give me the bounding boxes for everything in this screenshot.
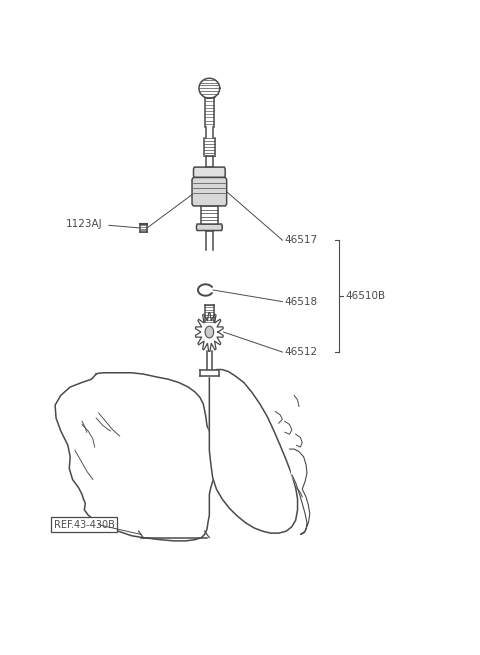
Polygon shape bbox=[193, 167, 225, 178]
Text: 46517: 46517 bbox=[285, 235, 318, 245]
Polygon shape bbox=[200, 369, 219, 376]
Polygon shape bbox=[195, 312, 223, 351]
Polygon shape bbox=[209, 369, 298, 533]
Polygon shape bbox=[192, 178, 227, 206]
Polygon shape bbox=[55, 373, 219, 541]
Polygon shape bbox=[289, 449, 310, 534]
Polygon shape bbox=[199, 79, 220, 98]
Text: 46510B: 46510B bbox=[345, 291, 385, 301]
Text: 46512: 46512 bbox=[285, 347, 318, 357]
Text: 46518: 46518 bbox=[285, 297, 318, 307]
Text: REF.43-430B: REF.43-430B bbox=[54, 519, 115, 530]
Polygon shape bbox=[196, 224, 222, 231]
Polygon shape bbox=[205, 326, 214, 338]
Text: 1123AJ: 1123AJ bbox=[65, 219, 102, 229]
